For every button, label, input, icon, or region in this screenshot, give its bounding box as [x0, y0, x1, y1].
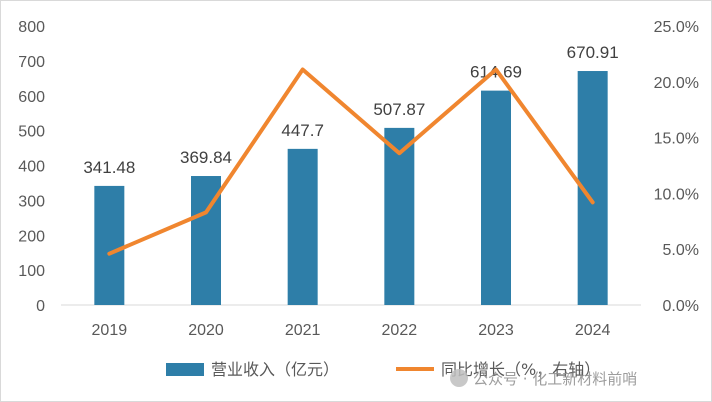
left-tick-label: 700 [18, 54, 45, 71]
left-tick-label: 800 [18, 19, 45, 36]
bar-data-label: 447.7 [281, 121, 324, 140]
x-tick-label: 2024 [575, 322, 611, 339]
left-tick-label: 0 [36, 298, 45, 315]
x-tick-label: 2020 [188, 322, 224, 339]
left-tick-label: 500 [18, 124, 45, 141]
legend-line-label: 同比增长（%，右轴） [441, 360, 600, 379]
wechat-logo-icon [450, 369, 468, 387]
legend: 营业收入（亿元） 同比增长（%，右轴） [166, 360, 600, 379]
x-tick-label: 2022 [382, 322, 418, 339]
bar-data-label: 507.87 [373, 100, 425, 119]
right-tick-label: 10.0% [654, 186, 699, 203]
left-axis: 0 100 200 300 400 500 600 700 800 [18, 19, 45, 315]
right-tick-label: 20.0% [654, 75, 699, 92]
x-tick-label: 2023 [478, 322, 514, 339]
growth-line [107, 67, 595, 256]
left-tick-label: 600 [18, 89, 45, 106]
left-tick-label: 400 [18, 159, 45, 176]
legend-bar-swatch [166, 363, 204, 376]
left-tick-label: 100 [18, 263, 45, 280]
bar-data-label: 341.48 [83, 158, 135, 177]
right-tick-label: 5.0% [663, 242, 699, 259]
bar-2019 [94, 185, 125, 305]
right-tick-label: 25.0% [654, 19, 699, 36]
x-tick-label: 2019 [92, 322, 128, 339]
left-tick-label: 300 [18, 193, 45, 210]
left-tick-label: 200 [18, 228, 45, 245]
bar-2021 [287, 148, 318, 305]
right-axis: 0.0% 5.0% 10.0% 15.0% 20.0% 25.0% [654, 19, 699, 315]
x-axis: 2019 2020 2021 2022 2023 2024 [92, 322, 611, 339]
right-tick-label: 0.0% [663, 298, 699, 315]
watermark: 公众号 · 化工新材料前哨 [450, 369, 637, 388]
bar-2023 [481, 90, 511, 305]
right-tick-label: 15.0% [654, 131, 699, 148]
legend-bar-label: 营业收入（亿元） [211, 360, 339, 379]
x-tick-label: 2021 [285, 322, 321, 339]
bar-2022 [384, 127, 415, 305]
bar-data-label: 369.84 [180, 148, 232, 167]
watermark-text: 公众号 · 化工新材料前哨 [473, 370, 637, 388]
bar-series [94, 71, 608, 305]
bar-data-label: 670.91 [567, 43, 619, 62]
